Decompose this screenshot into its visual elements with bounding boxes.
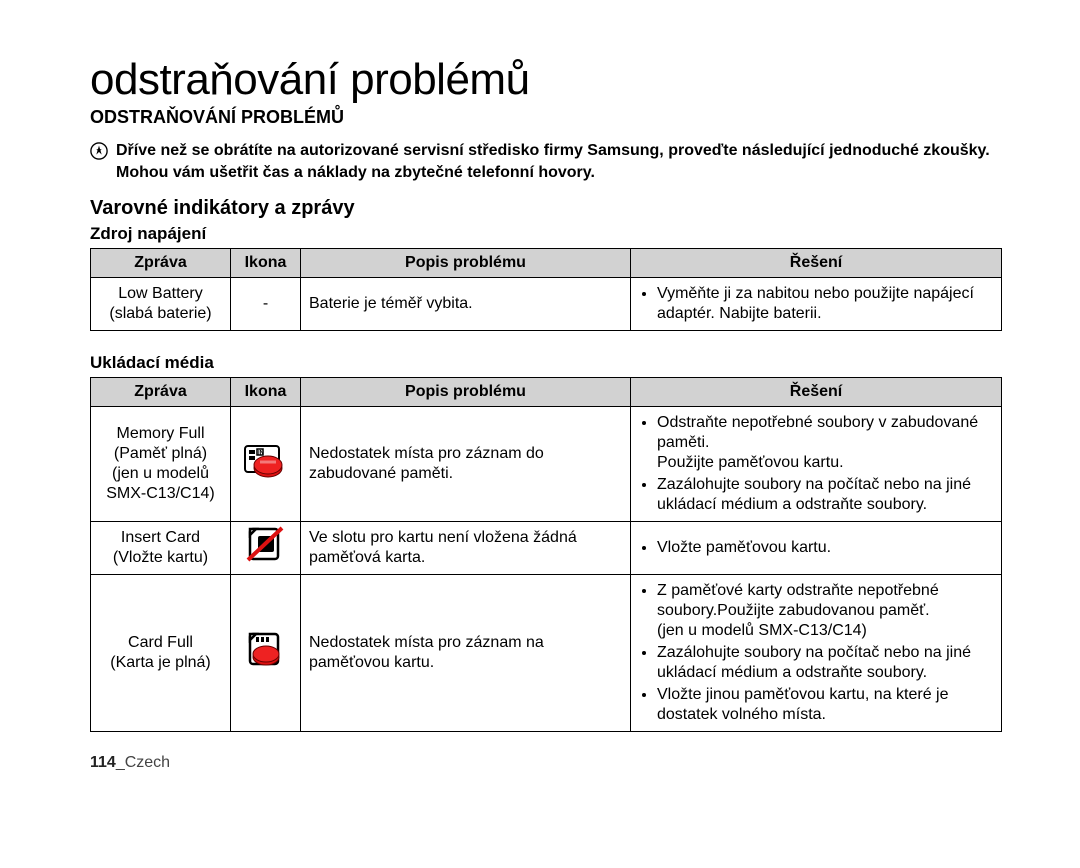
column-header: Popis problému [301, 249, 631, 278]
svg-text:IN: IN [258, 451, 264, 457]
message-cell: Insert Card(Vložte kartu) [91, 522, 231, 575]
intro-line-2: Mohou vám ušetřit čas a náklady na zbyte… [116, 164, 595, 181]
column-header: Popis problému [301, 378, 631, 407]
solution-cell: Vyměňte ji za nabitou nebo použijte napá… [631, 278, 1002, 331]
column-header: Ikona [231, 249, 301, 278]
table-label: Zdroj napájení [90, 224, 1002, 244]
column-header: Zpráva [91, 249, 231, 278]
icon-cell [231, 522, 301, 575]
page-title: odstraňování problémů [90, 55, 1002, 105]
intro-line-1: Dříve než se obrátíte na autorizované se… [116, 142, 990, 159]
lang-label: _Czech [116, 754, 170, 771]
page-number: 114 [90, 754, 116, 771]
table-section: Ukládací média ZprávaIkonaPopis problémuŘ… [90, 353, 1002, 732]
list-item: Zazálohujte soubory na počítač nebo na j… [657, 475, 993, 515]
list-item: Z paměťové karty odstraňte nepotřebné so… [657, 581, 993, 641]
solution-cell: Vložte paměťovou kartu. [631, 522, 1002, 575]
icon-cell: - [231, 278, 301, 331]
section-heading: ODSTRAŇOVÁNÍ PROBLÉMŮ [90, 107, 1002, 128]
list-item: Vyměňte ji za nabitou nebo použijte napá… [657, 284, 993, 324]
insert-card-icon [244, 526, 288, 570]
table-row: Low Battery(slabá baterie) - Baterie je té… [91, 278, 1002, 331]
troubleshooting-table: ZprávaIkonaPopis problémuŘešeníLow Batte… [90, 248, 1002, 331]
table-row: Card Full(Karta je plná) Nedostatek místa… [91, 575, 1002, 732]
icon-cell: IN [231, 407, 301, 522]
message-cell: Memory Full(Paměť plná)(jen u modelůSMX-… [91, 407, 231, 522]
message-cell: Card Full(Karta je plná) [91, 575, 231, 732]
list-item: Odstraňte nepotřebné soubory v zabudovan… [657, 413, 993, 473]
intro-note: Dříve než se obrátíte na autorizované se… [90, 140, 1002, 183]
table-row: Memory Full(Paměť plná)(jen u modelůSMX-… [91, 407, 1002, 522]
message-cell: Low Battery(slabá baterie) [91, 278, 231, 331]
memory-full-icon: IN [244, 442, 288, 486]
troubleshooting-table: ZprávaIkonaPopis problémuŘešení Memory Fu… [90, 377, 1002, 732]
table-label: Ukládací média [90, 353, 1002, 373]
list-item: Vložte paměťovou kartu. [657, 538, 993, 558]
column-header: Zpráva [91, 378, 231, 407]
page-footer: 114_Czech [90, 754, 1002, 772]
column-header: Ikona [231, 378, 301, 407]
solution-cell: Odstraňte nepotřebné soubory v zabudovan… [631, 407, 1002, 522]
card-full-icon [244, 631, 288, 675]
description-cell: Nedostatek místa pro záznam do zabudovan… [301, 407, 631, 522]
dash-icon: - [263, 295, 268, 312]
solution-cell: Z paměťové karty odstraňte nepotřebné so… [631, 575, 1002, 732]
table-row: Insert Card(Vložte kartu) Ve slotu pro ka… [91, 522, 1002, 575]
table-section: Zdroj napájení ZprávaIkonaPopis problémuŘ… [90, 224, 1002, 331]
column-header: Řešení [631, 249, 1002, 278]
description-cell: Nedostatek místa pro záznam na paměťovou… [301, 575, 631, 732]
sub-heading: Varovné indikátory a zprávy [90, 197, 1002, 220]
list-item: Vložte jinou paměťovou kartu, na které j… [657, 685, 993, 725]
description-cell: Ve slotu pro kartu není vložena žádná pa… [301, 522, 631, 575]
note-icon [90, 142, 108, 160]
description-cell: Baterie je téměř vybita. [301, 278, 631, 331]
list-item: Zazálohujte soubory na počítač nebo na j… [657, 643, 993, 683]
icon-cell [231, 575, 301, 732]
column-header: Řešení [631, 378, 1002, 407]
